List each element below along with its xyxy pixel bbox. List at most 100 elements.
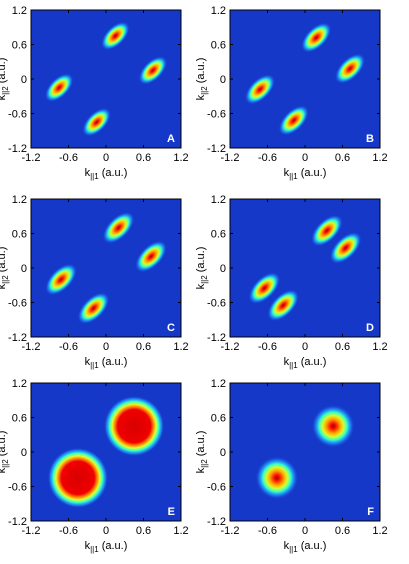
- label-sub: ||1: [289, 361, 298, 370]
- x-tick-label: 0: [103, 152, 109, 164]
- plot-background: [31, 10, 181, 148]
- y-tick-label: 1.2: [211, 378, 226, 390]
- y-tick-label: -0.6: [207, 482, 226, 494]
- x-tick-label: 0.6: [136, 525, 151, 537]
- label-sub: ||1: [90, 172, 99, 181]
- x-tick-label: 1.2: [372, 341, 387, 353]
- peak: [278, 105, 309, 136]
- panel-letter: D: [366, 322, 374, 334]
- label-unit: (a.u.): [102, 167, 128, 179]
- panel: -1.2 -0.6 0 0.6 1.2-1.2-0.600.61.2k||1 (a.u.)…: [195, 378, 388, 554]
- peak: [77, 292, 110, 325]
- x-axis-label: k||1 (a.u.): [85, 356, 128, 370]
- label-sub: ||2: [200, 275, 209, 284]
- x-tick-label: -1.2: [22, 341, 41, 353]
- panel: -1.2 -0.6 0 0.6 1.2-1.2-0.600.61.2k||1 (a.u.)…: [0, 5, 189, 181]
- panel-letter: B: [366, 133, 374, 145]
- label-main: k: [284, 356, 290, 368]
- x-tick-label: 1.2: [173, 152, 188, 164]
- label-unit: (a.u.): [0, 247, 8, 273]
- label-main: k: [0, 283, 8, 289]
- y-axis-label: k||2 (a.u.): [195, 58, 209, 101]
- label-main: k: [284, 540, 290, 552]
- peak: [103, 395, 165, 457]
- x-axis-label: k||1 (a.u.): [284, 167, 327, 181]
- peak: [82, 107, 112, 137]
- label-unit: (a.u.): [0, 58, 8, 84]
- peak: [311, 404, 355, 448]
- panel: -1.2 -0.6 0 0.6 1.2-1.2-0.600.61.2k||1 (a.u.)…: [195, 194, 388, 370]
- x-tick-label: -1.2: [22, 525, 41, 537]
- y-tick-label: 0: [220, 74, 226, 86]
- label-unit: (a.u.): [195, 247, 207, 273]
- y-tick-label: 0: [21, 263, 27, 275]
- x-tick-label: -1.2: [22, 152, 41, 164]
- plot-background: [31, 199, 181, 337]
- plot-area: [255, 404, 355, 500]
- plot-area: [248, 214, 362, 322]
- x-tick-label: 0: [103, 341, 109, 353]
- x-tick-label: 1.2: [372, 525, 387, 537]
- label-sub: ||1: [289, 172, 298, 181]
- peak: [310, 214, 343, 247]
- label-sub: ||2: [1, 459, 10, 468]
- plot-background: [31, 383, 181, 521]
- x-tick-label: 0.6: [335, 525, 350, 537]
- y-tick-label: -1.2: [8, 516, 27, 528]
- peak: [248, 272, 281, 305]
- y-tick-label: 0: [220, 263, 226, 275]
- y-tick-label: -1.2: [8, 332, 27, 344]
- y-tick-label: -0.6: [207, 109, 226, 121]
- peak: [267, 289, 300, 322]
- y-tick-label: 0.6: [12, 40, 27, 52]
- y-tick-label: 1.2: [211, 194, 226, 206]
- y-axis-label: k||2 (a.u.): [195, 247, 209, 290]
- y-axis-label: k||2 (a.u.): [0, 58, 10, 101]
- label-main: k: [0, 467, 8, 473]
- x-axis-label: k||1 (a.u.): [284, 356, 327, 370]
- x-axis-label: k||1 (a.u.): [85, 167, 128, 181]
- peak: [329, 231, 362, 264]
- panel: -1.2 -0.6 0 0.6 1.2-1.2-0.600.61.2k||1 (a.u.)…: [0, 378, 189, 554]
- peak: [244, 74, 276, 105]
- x-tick-label: 0.6: [335, 152, 350, 164]
- x-tick-label: -0.6: [59, 525, 78, 537]
- x-tick-label: -1.2: [221, 341, 240, 353]
- x-tick-label: 0: [302, 525, 308, 537]
- y-tick-label: -0.6: [8, 298, 27, 310]
- x-tick-label: 1.2: [173, 525, 188, 537]
- panel-letter: C: [167, 322, 175, 334]
- x-tick-label: 0.6: [136, 341, 151, 353]
- plot-area: [44, 211, 168, 325]
- peak: [100, 21, 130, 51]
- x-tick-label: 1.2: [372, 152, 387, 164]
- label-unit: (a.u.): [195, 431, 207, 457]
- peak: [255, 456, 299, 500]
- label-sub: ||1: [90, 361, 99, 370]
- plot-area: [44, 21, 168, 137]
- x-tick-label: 0: [302, 152, 308, 164]
- label-main: k: [195, 94, 207, 100]
- y-tick-label: 1.2: [12, 5, 27, 17]
- peak: [47, 447, 109, 509]
- panel: -1.2 -0.6 0 0.6 1.2-1.2-0.600.61.2k||1 (a.u.)…: [0, 194, 189, 370]
- label-sub: ||2: [1, 275, 10, 284]
- y-tick-label: 0: [21, 447, 27, 459]
- label-main: k: [85, 167, 91, 179]
- y-tick-label: -1.2: [207, 143, 226, 155]
- label-unit: (a.u.): [301, 540, 327, 552]
- label-unit: (a.u.): [0, 431, 8, 457]
- y-tick-label: -1.2: [8, 143, 27, 155]
- label-main: k: [0, 94, 8, 100]
- plot-area: [244, 22, 366, 136]
- panel-letter: A: [167, 133, 175, 145]
- x-tick-label: -0.6: [258, 341, 277, 353]
- peak: [301, 22, 332, 53]
- label-sub: ||2: [1, 86, 10, 95]
- x-tick-label: -1.2: [221, 152, 240, 164]
- y-tick-label: 1.2: [12, 378, 27, 390]
- y-tick-label: -0.6: [8, 109, 27, 121]
- label-main: k: [195, 283, 207, 289]
- label-sub: ||2: [200, 86, 209, 95]
